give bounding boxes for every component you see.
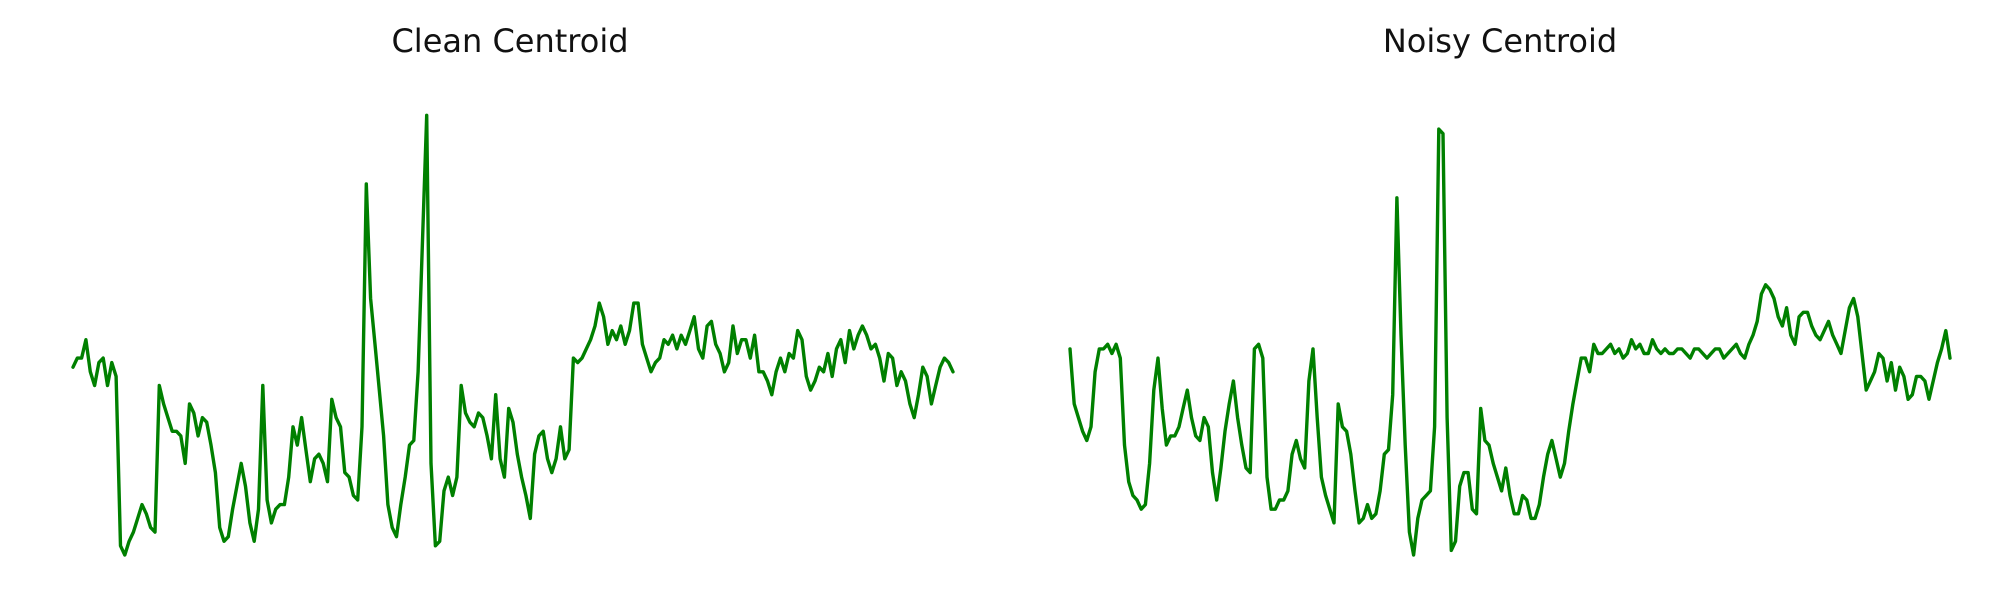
noisy-centroid-series-line <box>1068 127 1952 557</box>
noisy-centroid-plot-area <box>1068 127 1952 557</box>
chart-title-noisy-centroid: Noisy Centroid <box>1382 22 1618 60</box>
chart-title-clean-centroid: Clean Centroid <box>391 22 629 60</box>
clean-centroid-plot-area <box>71 113 955 557</box>
clean-centroid-series-line <box>71 113 955 557</box>
